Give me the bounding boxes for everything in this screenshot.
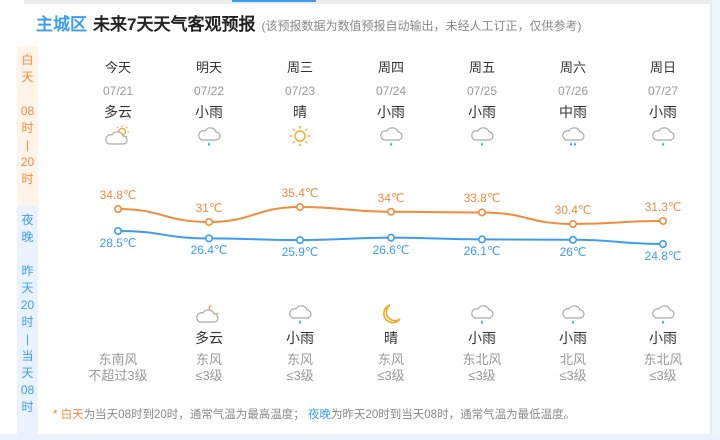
night-condition: [73, 328, 163, 348]
nighttime-row-label: 夜晚昨天 20 时 | 当天 08 时: [17, 206, 38, 440]
disclaimer-note: (该预报数据为数值预报自动输出，未经人工订正，仅供参考): [261, 19, 582, 33]
wind-direction: 东北风: [462, 352, 502, 367]
night-condition: 小雨: [286, 330, 314, 346]
date-label: 07/26: [557, 84, 589, 98]
weekday-label: 周三: [286, 60, 313, 75]
light-rain-icon: [652, 305, 675, 324]
day-weather-icon: [346, 124, 436, 148]
footnote-day-label: 白天: [60, 409, 84, 421]
moderate-rain-icon: [562, 127, 585, 146]
weekday-label: 周六: [559, 60, 586, 75]
forecast-day-column: 今天 07/21 多云东南风 不超过3级: [73, 58, 163, 383]
active-tab-indicator[interactable]: [232, 0, 316, 2]
weekday-label: 周四: [377, 60, 404, 75]
wind-info: 东风 ≤3级: [255, 352, 345, 384]
wind-level: ≤3级: [559, 368, 587, 383]
forecast-day-column: 周四 07/24 小雨晴东风 ≤3级: [346, 58, 436, 383]
wind-level: 不超过3级: [88, 368, 148, 383]
weekday-label: 周日: [649, 60, 676, 75]
night-weather-icon: [528, 302, 618, 326]
light-rain-icon: [380, 127, 403, 146]
forecast-day-column: 明天 07/22 小雨多云东风 ≤3级: [164, 58, 254, 383]
night-condition: 小雨: [468, 330, 496, 346]
date-label: 07/21: [102, 84, 134, 98]
day-weather-icon: [528, 124, 618, 148]
forecast-header: 主城区 未来7天天气客观预报 (该预报数据为数值预报自动输出，未经人工订正，仅供…: [36, 10, 581, 34]
night-condition: 小雨: [649, 330, 677, 346]
wind-info: 东北风 ≤3级: [618, 352, 708, 384]
day-condition: 小雨: [649, 104, 677, 120]
tab-strip: [24, 0, 710, 4]
page-title: 未来7天天气客观预报: [93, 15, 256, 34]
wind-level: ≤3级: [195, 368, 223, 383]
wind-direction: 东风: [286, 352, 313, 367]
day-weather-icon: [255, 124, 345, 148]
day-condition: 晴: [293, 104, 307, 120]
light-rain-icon: [562, 305, 585, 324]
date-label: 07/25: [466, 84, 498, 98]
light-rain-icon: [198, 127, 221, 146]
panel-bottom-border: [0, 434, 720, 440]
forecast-day-column: 周五 07/25 小雨 小雨 东北风 ≤3级: [437, 58, 527, 383]
date-label: 07/22: [193, 84, 225, 98]
night-weather-icon: [346, 302, 436, 326]
partly-cloudy-night-icon: [196, 304, 219, 323]
day-weather-icon: [73, 124, 163, 148]
weekday-label: 周五: [468, 60, 495, 75]
wind-level: ≤3级: [286, 368, 314, 383]
night-condition: 多云: [195, 330, 223, 346]
partly-cloudy-day-icon: [105, 125, 129, 145]
date-label: 07/24: [375, 84, 407, 98]
forecast-day-column: 周六 07/26 中雨小雨北风 ≤3级: [528, 58, 618, 383]
forecast-columns: 今天 07/21 多云 东南风 不超过3级 明天 07/22 小雨 多云 东风 ≤3级 周三 07/23…: [68, 58, 704, 388]
wind-direction: 东北风: [643, 352, 683, 367]
wind-direction: 北风: [559, 352, 586, 367]
city-name: 主城区: [36, 15, 87, 34]
day-weather-icon: [164, 124, 254, 148]
day-weather-icon: [437, 124, 527, 148]
weekday-label: 今天: [104, 60, 131, 75]
footnote: * 白天为当天08时到20时，通常气温为最高温度； 夜晚为昨天20时到当天08时…: [53, 409, 576, 421]
footnote-night-label: 夜晚: [307, 409, 331, 421]
wind-info: 北风 ≤3级: [528, 352, 618, 384]
day-weather-icon: [618, 124, 708, 148]
night-condition: 晴: [384, 330, 398, 346]
forecast-day-column: 周三 07/23 晴小雨东风 ≤3级: [255, 58, 345, 383]
daytime-row-label: 白天 08 时 | 20 时: [17, 46, 38, 206]
wind-info: 东风 ≤3级: [164, 352, 254, 384]
wind-direction: 东风: [377, 352, 404, 367]
light-rain-icon: [652, 127, 675, 146]
moon-icon: [383, 304, 401, 324]
wind-level: ≤3级: [377, 368, 405, 383]
wind-info: 东风 ≤3级: [346, 352, 436, 384]
night-weather-icon: [73, 302, 163, 326]
day-condition: 小雨: [195, 104, 223, 120]
sunny-icon: [290, 126, 310, 146]
night-weather-icon: [255, 302, 345, 326]
date-label: 07/27: [647, 84, 679, 98]
wind-level: ≤3级: [649, 368, 677, 383]
wind-info: 东北风 ≤3级: [437, 352, 527, 384]
night-weather-icon: [618, 302, 708, 326]
light-rain-icon: [471, 127, 494, 146]
day-condition: 中雨: [559, 104, 587, 120]
wind-direction: 东南风: [98, 352, 138, 367]
date-label: 07/23: [284, 84, 316, 98]
forecast-day-column: 周日 07/27 小雨 小雨 东北风 ≤3级: [618, 58, 708, 383]
weekday-label: 明天: [195, 60, 222, 75]
light-rain-icon: [289, 305, 312, 324]
light-rain-icon: [471, 305, 494, 324]
day-condition: 小雨: [377, 104, 405, 120]
day-condition: 小雨: [468, 104, 496, 120]
day-condition: 多云: [104, 104, 132, 120]
wind-info: 东南风 不超过3级: [73, 352, 163, 384]
night-weather-icon: [437, 302, 527, 326]
panel-right-border: [710, 0, 720, 440]
night-condition: 小雨: [559, 330, 587, 346]
night-weather-icon: [164, 302, 254, 326]
wind-direction: 东风: [195, 352, 222, 367]
wind-level: ≤3级: [468, 368, 496, 383]
